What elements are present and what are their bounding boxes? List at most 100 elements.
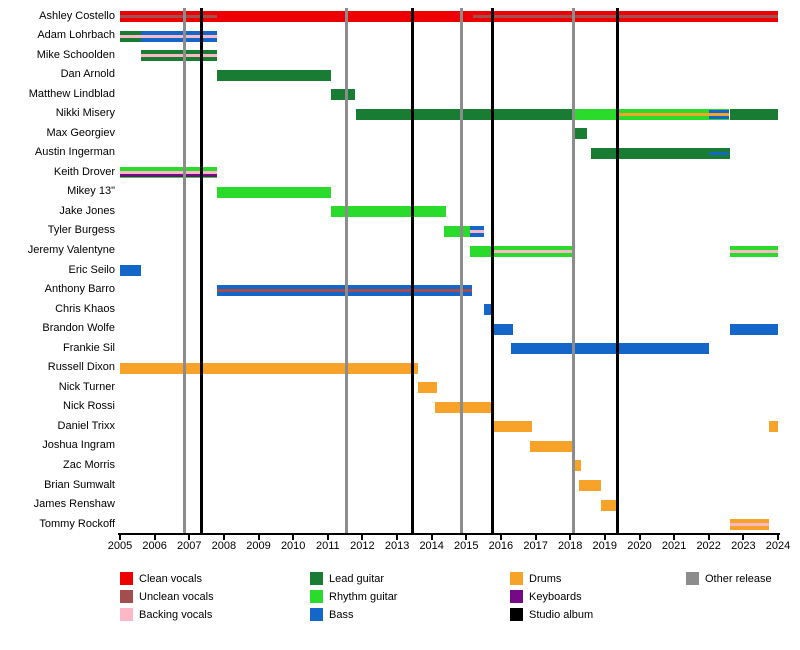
member-label: Brian Sumwalt	[44, 478, 115, 491]
member-bar	[120, 11, 778, 22]
member-bar	[120, 362, 418, 374]
member-bar	[120, 265, 141, 276]
member-label: Joshua Ingram	[42, 439, 115, 452]
legend-swatch-rhythm_guitar	[310, 590, 323, 603]
member-label: Tyler Burgess	[47, 224, 115, 237]
member-bar	[355, 108, 572, 120]
member-bar	[601, 499, 619, 511]
role-stripe-backing_vocals	[492, 249, 574, 253]
studio-album-line	[411, 8, 415, 533]
axis-year-label: 2011	[315, 540, 340, 552]
axis-year-label: 2019	[592, 540, 618, 552]
member-label: Eric Seilo	[68, 263, 115, 276]
axis-year-label: 2008	[211, 540, 237, 552]
legend-label-bass: Bass	[329, 609, 354, 621]
member-label: Max Georgiev	[46, 126, 115, 139]
member-label: Keith Drover	[53, 165, 115, 178]
axis-tick	[673, 535, 676, 540]
legend-label-drums: Drums	[529, 573, 562, 585]
other-release-line	[572, 8, 576, 533]
member-label: Zac Morris	[63, 458, 115, 471]
legend-label-clean_vocals: Clean vocals	[139, 573, 202, 585]
role-stripe-unclean_vocals	[473, 15, 778, 18]
member-label: Russell Dixon	[47, 361, 115, 374]
axis-tick	[430, 535, 433, 540]
member-bar	[511, 343, 709, 355]
axis-year-label: 2014	[419, 540, 444, 552]
legend-swatch-drums	[510, 572, 523, 585]
role-stripe-drums	[618, 112, 730, 116]
axis-year-label: 2006	[142, 540, 167, 552]
legend-label-other_release: Other release	[705, 573, 772, 585]
axis-tick	[257, 535, 260, 540]
member-label: Anthony Barro	[44, 283, 115, 296]
member-label: Nikki Misery	[55, 107, 115, 120]
axis-tick	[188, 535, 191, 540]
axis-tick	[153, 535, 156, 540]
x-axis-line	[118, 533, 780, 535]
member-bar	[417, 382, 437, 394]
legend-label-keyboards: Keyboards	[529, 591, 582, 603]
role-stripe-unclean_vocals	[217, 288, 472, 292]
axis-tick	[465, 535, 468, 540]
member-bar	[443, 225, 470, 237]
member-label: Nick Turner	[58, 380, 115, 393]
member-bar	[729, 323, 778, 335]
member-bar	[578, 480, 602, 491]
member-label: Adam Lohrbach	[37, 29, 115, 41]
role-stripe-bass	[708, 151, 730, 155]
member-label: Daniel Trixx	[57, 419, 115, 432]
member-label: Jeremy Valentyne	[27, 244, 115, 256]
member-label: Dan Arnold	[60, 68, 115, 81]
member-bar	[331, 89, 356, 101]
role-stripe-keyboards	[120, 174, 217, 178]
member-label: Ashley Costello	[39, 9, 115, 22]
member-bar	[729, 245, 778, 257]
axis-tick	[292, 535, 295, 540]
role-stripe-backing_vocals	[729, 523, 770, 526]
member-bar	[217, 69, 332, 81]
axis-tick	[569, 535, 572, 540]
member-bar	[571, 128, 588, 140]
member-bar	[492, 421, 533, 433]
member-label: Matthew Lindblad	[28, 87, 115, 100]
role-stripe-bass	[708, 109, 730, 113]
role-stripe-backing_vocals	[469, 229, 484, 233]
legend-label-unclean_vocals: Unclean vocals	[139, 591, 214, 603]
member-bar	[530, 440, 574, 452]
member-bar	[571, 108, 730, 120]
studio-album-line	[490, 8, 494, 533]
axis-tick	[222, 535, 225, 540]
axis-year-label: 2024	[765, 540, 791, 552]
legend-swatch-unclean_vocals	[120, 590, 133, 603]
legend-label-lead_guitar: Lead guitar	[329, 573, 385, 585]
axis-year-label: 2023	[731, 540, 756, 552]
member-bar	[331, 206, 446, 218]
member-bar	[571, 460, 581, 472]
legend-swatch-bass	[310, 608, 323, 621]
role-stripe-backing_vocals	[140, 34, 217, 38]
role-stripe-backing_vocals	[120, 34, 141, 38]
member-bar	[469, 225, 484, 237]
axis-tick	[742, 535, 745, 540]
member-bar	[591, 147, 730, 159]
member-label: James Renshaw	[33, 498, 115, 510]
axis-tick	[603, 535, 606, 540]
axis-year-label: 2021	[661, 540, 687, 552]
member-bar	[729, 108, 778, 120]
legend-swatch-clean_vocals	[120, 572, 133, 585]
member-bar	[217, 284, 472, 296]
studio-album-line	[615, 8, 619, 533]
other-release-line	[459, 8, 463, 533]
member-bar	[120, 167, 217, 179]
role-stripe-bass	[708, 115, 730, 119]
axis-year-label: 2017	[523, 540, 548, 552]
axis-year-label: 2022	[696, 540, 721, 552]
axis-year-label: 2020	[627, 540, 652, 552]
studio-album-line	[199, 8, 203, 533]
axis-tick	[396, 535, 399, 540]
legend-swatch-lead_guitar	[310, 572, 323, 585]
axis-tick	[361, 535, 364, 540]
axis-tick	[499, 535, 502, 540]
member-bar	[483, 304, 494, 316]
